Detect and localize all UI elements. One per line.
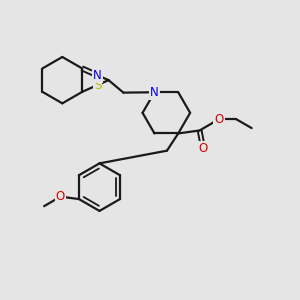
Text: N: N [150, 86, 159, 99]
Text: N: N [93, 69, 102, 82]
Text: O: O [214, 113, 224, 126]
Text: O: O [56, 190, 65, 203]
Text: O: O [199, 142, 208, 155]
Text: S: S [94, 79, 101, 92]
